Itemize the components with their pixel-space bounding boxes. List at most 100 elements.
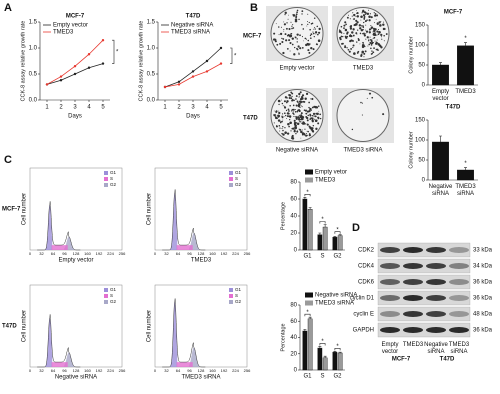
band bbox=[380, 311, 400, 317]
legend-label: TMED3 siRNA bbox=[315, 301, 354, 307]
colony bbox=[283, 30, 285, 32]
colony bbox=[285, 39, 288, 42]
colony bbox=[304, 37, 307, 40]
colony bbox=[349, 40, 352, 43]
band bbox=[449, 247, 469, 253]
colony bbox=[307, 130, 309, 133]
colony bbox=[307, 114, 310, 117]
colony bbox=[301, 129, 303, 131]
colony bbox=[359, 27, 362, 30]
point bbox=[101, 39, 105, 42]
colony bbox=[306, 119, 309, 122]
band bbox=[426, 263, 446, 269]
colony bbox=[288, 125, 290, 128]
colony bbox=[319, 113, 322, 116]
x-tick-label: 160 bbox=[209, 368, 216, 373]
colony bbox=[282, 119, 284, 121]
colony bbox=[366, 19, 368, 21]
colony bbox=[287, 108, 290, 111]
colony bbox=[281, 127, 283, 130]
y-axis-label: Percentage bbox=[280, 323, 286, 351]
colony bbox=[294, 36, 296, 38]
colony bbox=[299, 47, 300, 49]
colony bbox=[297, 117, 301, 121]
colony bbox=[283, 112, 286, 115]
colony bbox=[298, 114, 300, 116]
colony bbox=[288, 14, 289, 16]
y-tick-label: 1.0 bbox=[29, 46, 38, 52]
legend-label: Empty vector bbox=[53, 23, 88, 29]
x-tick-label: 3 bbox=[191, 105, 195, 111]
colony bbox=[289, 117, 291, 119]
colony bbox=[363, 44, 365, 47]
bar bbox=[432, 141, 449, 181]
x-tick-label: 192 bbox=[96, 368, 103, 373]
size-label: 36 kDa bbox=[473, 280, 493, 286]
x-axis-label: TMED3 bbox=[191, 258, 212, 264]
colony bbox=[372, 31, 374, 33]
legend-label: G2 bbox=[235, 299, 242, 304]
colony bbox=[285, 114, 287, 117]
colony bbox=[290, 130, 292, 132]
blot-strip bbox=[377, 242, 471, 258]
x-tick-label: 2 bbox=[177, 105, 181, 111]
colony bbox=[301, 132, 305, 135]
colony bbox=[298, 102, 301, 106]
colony bbox=[278, 34, 280, 36]
colony bbox=[294, 110, 297, 113]
colony bbox=[297, 101, 299, 104]
colony bbox=[287, 122, 290, 126]
colony bbox=[301, 134, 304, 136]
colony bbox=[368, 9, 370, 11]
x-tick-label: 5 bbox=[219, 105, 223, 111]
colony bbox=[353, 18, 356, 20]
y-axis-label: Cell number bbox=[147, 193, 153, 225]
x-axis-label: Empty vector bbox=[58, 258, 93, 264]
colony bbox=[344, 28, 348, 32]
colony bbox=[355, 19, 358, 22]
colony bbox=[274, 40, 277, 43]
plate-caption: TMED3 bbox=[353, 66, 374, 72]
colony bbox=[312, 31, 314, 33]
colony bbox=[281, 113, 284, 115]
point bbox=[205, 70, 209, 73]
x-tick-label: 256 bbox=[119, 368, 126, 373]
colony bbox=[375, 18, 377, 20]
lane-label: TMED3 siRNA bbox=[449, 342, 470, 355]
colony bbox=[301, 23, 303, 26]
colony bbox=[309, 43, 311, 45]
colony bbox=[292, 108, 295, 111]
colony bbox=[317, 39, 321, 42]
colony bbox=[291, 95, 293, 98]
colony bbox=[316, 112, 319, 116]
x-tick-label: 128 bbox=[73, 251, 80, 256]
colony bbox=[299, 98, 303, 101]
colony bbox=[293, 113, 295, 115]
colony bbox=[282, 129, 284, 132]
colony bbox=[362, 14, 366, 17]
colony bbox=[277, 119, 281, 122]
colony bbox=[364, 20, 367, 23]
line bbox=[164, 47, 222, 88]
y-tick-label: 0.0 bbox=[147, 98, 156, 104]
error-bar bbox=[308, 207, 312, 210]
colony bbox=[302, 40, 304, 42]
colony bbox=[363, 16, 366, 18]
colony bbox=[301, 47, 304, 49]
band bbox=[449, 279, 469, 285]
annotation: * bbox=[336, 344, 339, 350]
band bbox=[403, 327, 423, 333]
colony bbox=[300, 112, 303, 115]
colony bbox=[369, 36, 371, 38]
bar bbox=[322, 357, 328, 371]
colony bbox=[364, 13, 366, 16]
colony bbox=[309, 28, 311, 31]
colony bbox=[281, 115, 283, 118]
x-tick-label: 0 bbox=[29, 251, 32, 256]
x-tick-label: 32 bbox=[39, 251, 44, 256]
colony bbox=[293, 46, 296, 49]
colony bbox=[286, 100, 289, 103]
colony bbox=[369, 28, 372, 31]
y-axis-label: CCK-8 assay relative growth rate bbox=[138, 21, 144, 102]
lane-label: TMED3 bbox=[403, 342, 424, 348]
